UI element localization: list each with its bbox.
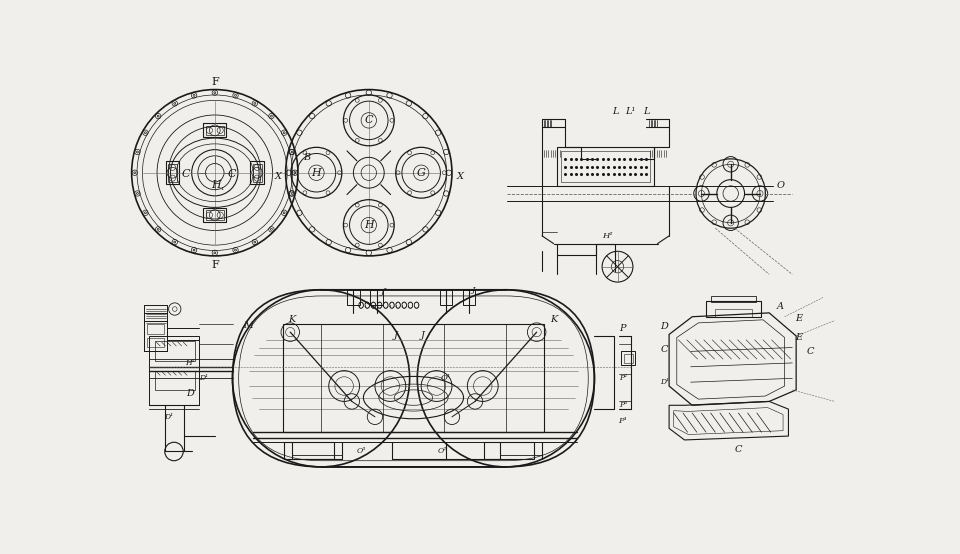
Text: J: J <box>420 331 424 341</box>
Text: H: H <box>211 180 221 190</box>
Text: P³: P³ <box>619 401 627 409</box>
Bar <box>147 337 164 347</box>
Bar <box>440 290 452 305</box>
Bar <box>282 325 544 432</box>
Text: H: H <box>364 220 373 230</box>
Text: E: E <box>795 333 802 342</box>
Bar <box>621 351 636 365</box>
Text: K: K <box>550 315 557 324</box>
Text: C: C <box>181 170 190 179</box>
Text: C: C <box>365 115 373 125</box>
Bar <box>711 296 756 302</box>
Text: D: D <box>186 389 194 398</box>
Bar <box>155 341 195 361</box>
Bar <box>168 163 177 182</box>
Bar <box>205 211 224 220</box>
Text: H: H <box>312 168 322 178</box>
Bar <box>562 151 650 182</box>
Bar <box>484 442 535 459</box>
Bar <box>348 290 360 305</box>
Bar <box>204 208 227 222</box>
Text: D¹: D¹ <box>164 413 173 421</box>
Bar <box>147 325 164 334</box>
Bar <box>706 301 761 317</box>
Bar <box>252 163 262 182</box>
Bar <box>715 309 753 317</box>
Text: C: C <box>660 345 668 353</box>
Bar <box>144 321 167 351</box>
Text: D: D <box>660 322 668 331</box>
Text: M: M <box>243 321 252 331</box>
Text: P: P <box>619 324 626 333</box>
Text: X: X <box>275 172 281 181</box>
Text: P¹: P¹ <box>618 417 628 425</box>
Text: O¹: O¹ <box>441 375 451 382</box>
Bar <box>624 353 633 363</box>
Text: A: A <box>778 302 784 311</box>
Text: C: C <box>228 170 236 179</box>
Text: ¹: ¹ <box>221 187 224 195</box>
Text: J: J <box>394 331 397 341</box>
Bar <box>463 290 475 305</box>
Text: P²: P² <box>619 375 627 382</box>
Text: O³: O³ <box>356 448 366 455</box>
Bar <box>251 161 264 184</box>
Text: L: L <box>643 106 649 116</box>
Bar <box>155 371 195 390</box>
Text: O²: O² <box>438 448 446 455</box>
Text: O: O <box>777 181 784 191</box>
Bar <box>371 290 383 305</box>
Bar <box>205 126 224 135</box>
Text: J⁵: J⁵ <box>381 288 388 296</box>
Text: L¹: L¹ <box>625 106 636 116</box>
Bar <box>165 161 180 184</box>
Text: D¹: D¹ <box>199 375 207 382</box>
Text: J: J <box>471 286 474 294</box>
Text: D¹: D¹ <box>660 378 669 386</box>
Text: F: F <box>211 77 219 87</box>
Text: H²: H² <box>185 359 195 367</box>
Text: F: F <box>211 260 219 270</box>
Text: K: K <box>288 315 296 324</box>
Text: B: B <box>303 153 311 162</box>
Text: L: L <box>612 106 618 116</box>
Text: E: E <box>795 314 802 323</box>
Bar <box>284 442 334 459</box>
Bar <box>558 147 654 186</box>
Text: C: C <box>806 347 814 356</box>
FancyBboxPatch shape <box>232 290 594 467</box>
Text: G: G <box>417 168 425 178</box>
Text: H²: H² <box>602 232 612 240</box>
Bar <box>150 336 200 406</box>
Text: X: X <box>456 172 463 181</box>
Text: C: C <box>734 445 742 454</box>
Bar <box>204 124 227 137</box>
